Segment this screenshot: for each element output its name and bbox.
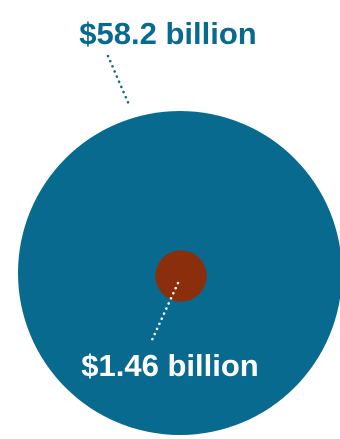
small-value-circle	[155, 250, 207, 302]
large-value-label: $58.2 billion	[79, 16, 256, 51]
large-value-connector	[106, 54, 132, 109]
small-value-label: $1.46 billion	[81, 348, 258, 383]
small-value-connector	[150, 281, 180, 342]
